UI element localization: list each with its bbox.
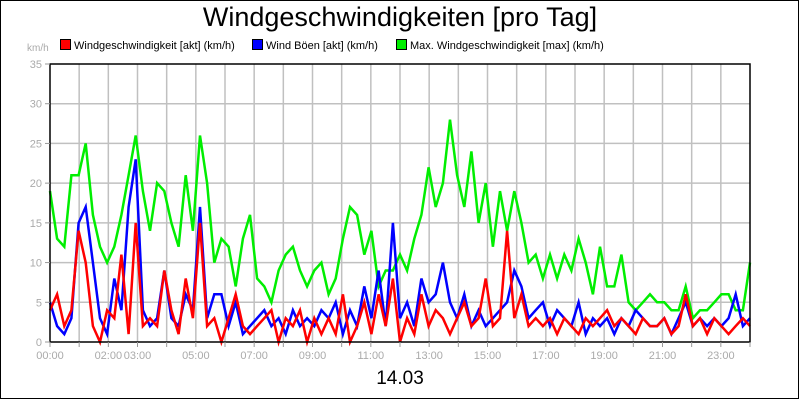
legend-label: Windgeschwindigkeit [akt] (km/h)	[74, 40, 235, 52]
legend-swatch-green	[396, 39, 407, 50]
x-axis-ticks: 00:00 02:00 03:00 05:00 07:00 09:00 11:00 13:00…	[36, 342, 751, 362]
x-tick-label: 17:00	[532, 350, 560, 362]
x-tick-label: 02:00	[95, 350, 123, 362]
grid-lines	[50, 64, 750, 342]
legend-label: Max. Windgeschwindigkeit [max] (km/h)	[410, 40, 604, 52]
series-line-2	[48, 119, 752, 321]
y-tick-label: 30	[30, 99, 42, 111]
legend-item-gusts: Wind Böen [akt] (km/h)	[252, 39, 378, 52]
x-tick-label: 05:00	[182, 350, 210, 362]
x-tick-label: 11:00	[357, 350, 384, 362]
legend-label: Wind Böen [akt] (km/h)	[266, 40, 378, 52]
legend-swatch-blue	[252, 39, 263, 50]
legend-item-wind-speed: Windgeschwindigkeit [akt] (km/h)	[60, 39, 235, 52]
y-tick-label: 5	[36, 297, 42, 309]
date-label: 14.03	[376, 368, 424, 389]
y-axis-unit: km/h	[27, 43, 49, 54]
y-tick-label: 35	[30, 59, 42, 71]
x-tick-label: 23:00	[707, 350, 735, 362]
y-tick-label: 15	[30, 218, 42, 230]
legend-item-max-wind: Max. Windgeschwindigkeit [max] (km/h)	[396, 39, 604, 52]
y-axis-ticks: 0 5 10 15 20 25 30 35	[30, 59, 50, 349]
x-tick-label: 15:00	[474, 350, 502, 362]
y-tick-label: 25	[30, 138, 42, 150]
x-tick-label: 03:00	[124, 350, 152, 362]
y-tick-label: 20	[30, 178, 42, 190]
x-tick-label: 00:00	[36, 350, 64, 362]
y-tick-label: 10	[30, 258, 42, 270]
y-tick-label: 0	[36, 337, 42, 349]
x-tick-label: 19:00	[590, 350, 618, 362]
chart-title: Windgeschwindigkeiten [pro Tag]	[202, 2, 598, 32]
x-tick-label: 21:00	[649, 350, 677, 362]
x-tick-label: 09:00	[299, 350, 327, 362]
legend-swatch-red	[60, 39, 71, 50]
x-tick-label: 07:00	[240, 350, 268, 362]
x-tick-label: 13:00	[415, 350, 443, 362]
